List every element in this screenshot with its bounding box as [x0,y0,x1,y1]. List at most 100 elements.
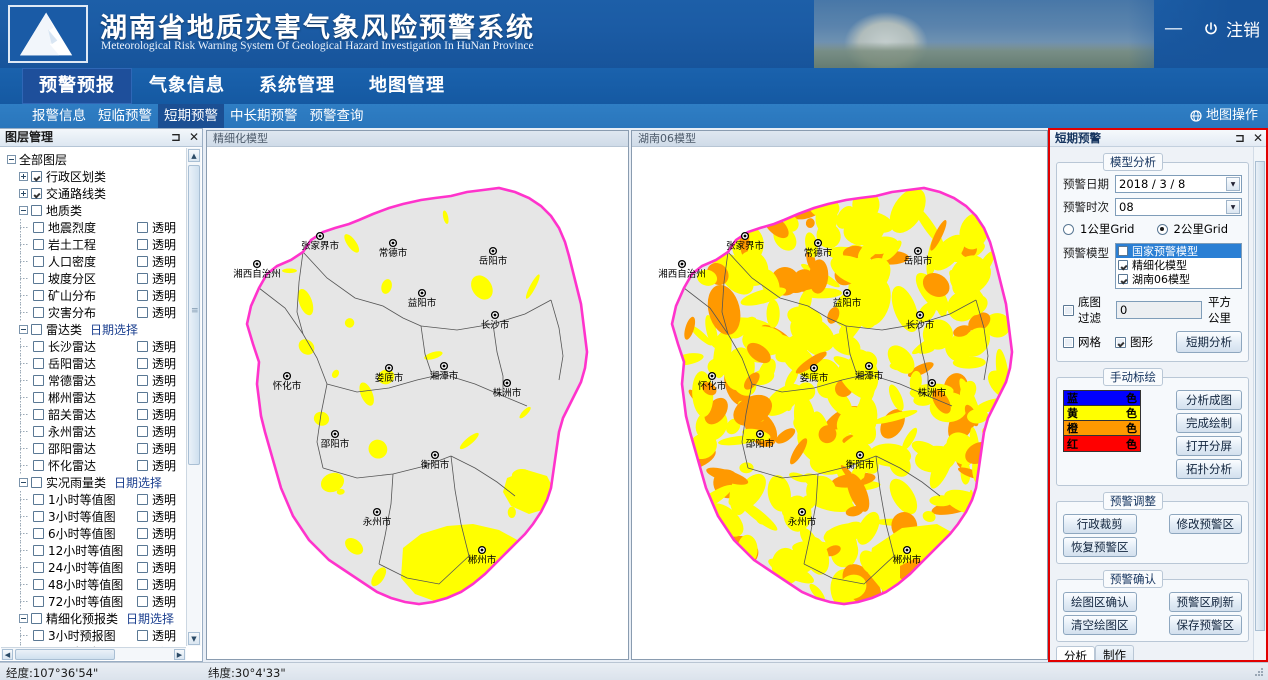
transparency-checkbox-3-1[interactable] [136,358,148,369]
chevron-down-icon[interactable]: ▼ [1226,200,1240,214]
transparency-checkbox-4-2[interactable] [136,528,148,539]
confirm-draw-area-button[interactable]: 绘图区确认 [1063,592,1137,612]
expander-icon[interactable] [19,172,28,181]
topology-analysis-button[interactable]: 拓扑分析 [1176,459,1242,479]
tree-root-node[interactable]: 全部图层 [3,151,202,168]
clear-draw-area-button[interactable]: 清空绘图区 [1063,615,1137,635]
nav-item-1[interactable]: 气象信息 [149,75,225,96]
basemap-filter-input[interactable]: 0 [1116,301,1202,319]
legend-color-yellow[interactable]: 黄 色 [1064,406,1140,421]
tree-layer-checkbox-4-0[interactable] [33,494,44,505]
transparency-toggle-3-2[interactable]: 透明 [136,372,202,389]
tree-layer-3-4[interactable]: 韶关雷达 透明 [3,406,202,423]
transparency-toggle-3-0[interactable]: 透明 [136,338,202,355]
tree-layer-2-3[interactable]: 坡度分区 透明 [3,270,202,287]
grid-2km-radio[interactable] [1156,223,1168,235]
model-checkbox-0[interactable] [1118,246,1128,256]
scroll-down-arrow[interactable]: ▼ [188,632,200,645]
transparency-checkbox-4-1[interactable] [136,511,148,522]
scroll-up-arrow[interactable]: ▲ [188,149,200,162]
short-term-analysis-button[interactable]: 短期分析 [1176,331,1242,353]
basemap-filter-checkbox[interactable] [1063,304,1074,316]
transparency-toggle-3-7[interactable]: 透明 [136,457,202,474]
transparency-checkbox-4-0[interactable] [136,494,148,505]
hscroll-left-arrow[interactable]: ◀ [2,649,13,660]
refresh-warning-area-button[interactable]: 预警区刷新 [1168,592,1242,612]
transparency-checkbox-4-4[interactable] [136,562,148,573]
nav-item-0[interactable]: 预警预报 [22,68,132,104]
model-checkbox-2[interactable] [1118,274,1128,284]
hscroll-thumb[interactable] [15,649,115,660]
tree-layer-3-0[interactable]: 长沙雷达 透明 [3,338,202,355]
warning-time-input[interactable]: 08 ▼ [1115,198,1242,216]
pin-icon[interactable]: ⊐ [170,130,181,144]
nav-item-3[interactable]: 地图管理 [369,75,445,96]
grid-1km-radio[interactable] [1063,223,1074,235]
tree-layer-checkbox-3-4[interactable] [33,409,44,420]
tree-layer-3-5[interactable]: 永州雷达 透明 [3,423,202,440]
tree-layer-4-0[interactable]: 1小时等值图 透明 [3,491,202,508]
warning-date-input[interactable]: 2018 / 3 / 8 ▼ [1115,175,1242,193]
transparency-checkbox-3-3[interactable] [136,392,148,403]
transparency-toggle-2-3[interactable]: 透明 [136,270,202,287]
transparency-checkbox-3-5[interactable] [136,426,148,437]
transparency-toggle-2-4[interactable]: 透明 [136,287,202,304]
tree-layer-checkbox-2-1[interactable] [33,239,44,250]
tree-layer-3-7[interactable]: 怀化雷达 透明 [3,457,202,474]
model-checkbox-1[interactable] [1118,260,1128,270]
tree-layer-checkbox-4-5[interactable] [33,579,44,590]
expander-icon[interactable] [19,325,28,334]
minimize-button[interactable]: — [1164,17,1183,39]
tree-layer-checkbox-4-4[interactable] [33,562,44,573]
model-option-1[interactable]: 精细化模型 [1116,258,1241,272]
tree-layer-2-5[interactable]: 灾害分布 透明 [3,304,202,321]
transparency-checkbox-2-0[interactable] [136,222,148,233]
tree-group-checkbox-3[interactable] [31,324,42,335]
expander-icon[interactable] [19,614,28,623]
transparency-toggle-5-0[interactable]: 透明 [136,627,202,644]
transparency-checkbox-2-1[interactable] [136,239,148,250]
transparency-toggle-4-6[interactable]: 透明 [136,593,202,610]
transparency-toggle-4-5[interactable]: 透明 [136,576,202,593]
tree-layer-checkbox-2-0[interactable] [33,222,44,233]
transparency-checkbox-2-4[interactable] [136,290,148,301]
expander-icon[interactable] [19,478,28,487]
tree-layer-checkbox-3-1[interactable] [33,358,44,369]
transparency-checkbox-2-3[interactable] [136,273,148,284]
tree-layer-checkbox-4-1[interactable] [33,511,44,522]
hscroll-right-arrow[interactable]: ▶ [174,649,185,660]
legend-color-blue[interactable]: 蓝 色 [1064,391,1140,406]
logout-button[interactable]: 注销 [1203,16,1260,41]
subnav-item-4[interactable]: 预警查询 [309,108,364,124]
model-option-0[interactable]: 国家预警模型 [1116,244,1241,258]
subnav-item-1[interactable]: 短临预警 [98,108,152,124]
tree-layer-2-4[interactable]: 矿山分布 透明 [3,287,202,304]
layer-tree-vscrollbar[interactable]: ▲ ▼ [186,148,201,646]
transparency-toggle-4-1[interactable]: 透明 [136,508,202,525]
transparency-checkbox-2-2[interactable] [136,256,148,267]
tree-layer-checkbox-4-3[interactable] [33,545,44,556]
map-canvas-left[interactable]: 张家界市 常德市 岳阳市 湘西自治州 益阳市 长沙市 怀化市 娄底市 湘潭市 株洲市 邵阳市 衡阳市永… [207,148,628,659]
tree-layer-5-1[interactable]: 6小时预报图 透明 [3,644,202,647]
transparency-toggle-4-4[interactable]: 透明 [136,559,202,576]
tree-layer-5-0[interactable]: 3小时预报图 透明 [3,627,202,644]
warning-model-listbox[interactable]: 国家预警模型 精细化模型 湖南06模型 [1115,243,1242,289]
tree-group-5[interactable]: 精细化预报类 日期选择 [3,610,202,627]
right-panel-scrollbar[interactable] [1253,147,1266,660]
tree-group-checkbox-5[interactable] [31,613,42,624]
right-pin-icon[interactable]: ⊐ [1234,131,1245,145]
tree-layer-2-2[interactable]: 人口密度 透明 [3,253,202,270]
layer-tree-hscrollbar[interactable]: ◀ ▶ [1,647,186,660]
tree-group-2[interactable]: 地质类 [3,202,202,219]
expander-icon[interactable] [19,189,28,198]
tree-layer-checkbox-3-0[interactable] [33,341,44,352]
transparency-toggle-3-4[interactable]: 透明 [136,406,202,423]
tree-layer-2-0[interactable]: 地震烈度 透明 [3,219,202,236]
subnav-item-2[interactable]: 短期预警 [158,104,224,128]
transparency-toggle-5-1[interactable]: 透明 [137,644,202,647]
right-panel-scroll-thumb[interactable] [1255,161,1265,631]
grid-checkbox[interactable] [1063,336,1074,348]
tree-layer-checkbox-5-0[interactable] [33,630,44,641]
legend-color-orange[interactable]: 橙 色 [1064,421,1140,436]
transparency-checkbox-3-4[interactable] [136,409,148,420]
